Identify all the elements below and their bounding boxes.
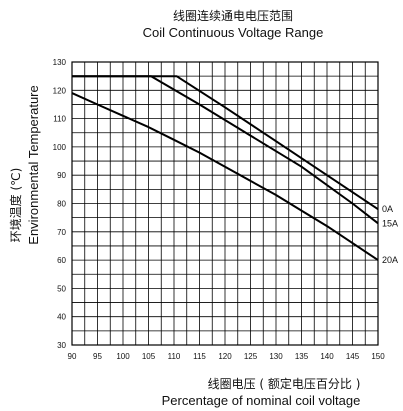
y-tick-label: 120 bbox=[53, 86, 67, 95]
x-tick-label: 90 bbox=[68, 352, 77, 361]
series-label-15a: 15A bbox=[382, 218, 398, 228]
series-line-0a bbox=[72, 75, 379, 211]
grid-lines bbox=[71, 61, 379, 346]
y-axis-label-en: Environmental Temperature bbox=[26, 85, 41, 244]
x-tick-label: 105 bbox=[142, 352, 156, 361]
series-curves bbox=[71, 75, 379, 261]
y-tick-label: 30 bbox=[57, 341, 66, 350]
x-tick-label: 135 bbox=[295, 352, 309, 361]
series-line-15a bbox=[72, 75, 379, 225]
x-tick-label: 120 bbox=[218, 352, 232, 361]
y-tick-label: 80 bbox=[57, 200, 66, 209]
y-tick-label: 60 bbox=[57, 256, 66, 265]
x-axis-label-cn: 线圈电压 ( 额定电压百分比 ) bbox=[208, 376, 361, 391]
y-tick-labels: 30 40 50 60 70 80 90 100 110 120 130 bbox=[53, 58, 67, 350]
y-tick-label: 100 bbox=[53, 143, 67, 152]
x-tick-label: 140 bbox=[320, 352, 334, 361]
y-tick-label: 110 bbox=[53, 115, 66, 124]
x-tick-labels: 90 95 100 105 110 115 120 125 130 135 140 145 150 bbox=[68, 352, 386, 361]
x-tick-label: 110 bbox=[168, 352, 181, 361]
x-tick-label: 100 bbox=[116, 352, 130, 361]
y-tick-label: 70 bbox=[57, 228, 66, 237]
x-tick-label: 130 bbox=[269, 352, 283, 361]
series-line-20a bbox=[71, 92, 379, 261]
y-tick-label: 90 bbox=[57, 171, 66, 180]
x-tick-label: 150 bbox=[371, 352, 385, 361]
x-tick-label: 95 bbox=[93, 352, 102, 361]
x-tick-label: 125 bbox=[244, 352, 258, 361]
y-tick-label: 40 bbox=[57, 313, 66, 322]
y-axis-label-cn: 环境温度 (℃) bbox=[8, 168, 23, 243]
y-tick-label: 50 bbox=[57, 284, 66, 293]
series-label-20a: 20A bbox=[382, 255, 398, 265]
chart-title-cn: 线圈连续通电电压范围 bbox=[173, 8, 293, 23]
x-tick-label: 145 bbox=[346, 352, 360, 361]
chart-title-en: Coil Continuous Voltage Range bbox=[143, 25, 324, 40]
series-label-0a: 0A bbox=[382, 204, 393, 214]
x-tick-label: 115 bbox=[193, 352, 206, 361]
y-tick-label: 130 bbox=[53, 58, 67, 67]
plot-frame bbox=[71, 61, 379, 346]
series-labels: 0A 15A 20A bbox=[382, 204, 398, 265]
x-axis-label-en: Percentage of nominal coil voltage bbox=[162, 393, 361, 408]
